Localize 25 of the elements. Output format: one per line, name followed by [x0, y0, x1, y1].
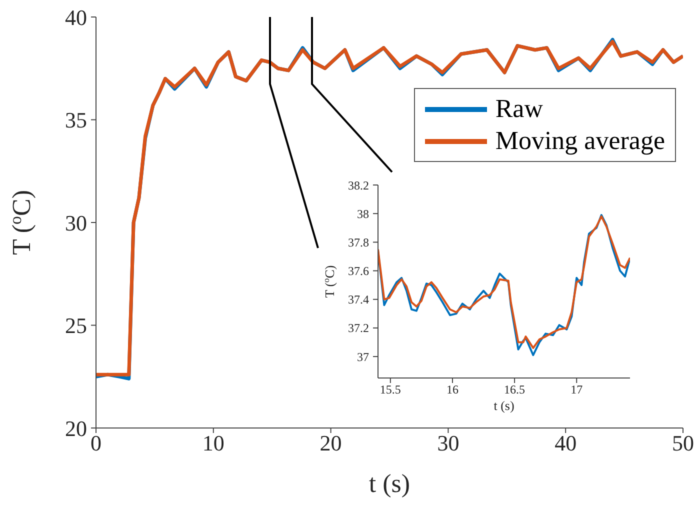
y-tick-label: 37.4: [348, 292, 369, 307]
x-tick-label: 16.5: [504, 382, 526, 397]
x-tick-label: 40: [554, 430, 577, 456]
y-tick-label: 37.6: [348, 264, 369, 278]
x-tick-label: 20: [320, 430, 342, 456]
x-tick-label: 17: [570, 382, 583, 397]
y-tick-label: 37.8: [348, 235, 369, 250]
legend-label: Moving average: [495, 125, 665, 157]
x-tick-label: 15.5: [380, 382, 401, 397]
x-tick-label: 30: [437, 430, 460, 456]
y-tick-label: 38: [357, 206, 369, 221]
x-axis-title: t (s): [368, 469, 410, 498]
x-tick-label: 16: [446, 382, 458, 397]
x-tick-label: 50: [672, 430, 694, 456]
y-tick-label: 25: [65, 313, 87, 338]
y-tick-label: 38.2: [348, 178, 369, 192]
y-tick-label: 40: [65, 4, 87, 30]
x-tick-label: 0: [90, 430, 102, 456]
x-axis-title: t (s): [494, 398, 514, 413]
y-tick-label: 30: [65, 210, 87, 236]
y-tick-label: 37: [357, 350, 369, 364]
legend-label: Raw: [495, 93, 543, 125]
y-tick-label: 35: [65, 108, 87, 133]
y-tick-label: 37.2: [348, 321, 369, 336]
x-tick-label: 10: [202, 430, 224, 456]
